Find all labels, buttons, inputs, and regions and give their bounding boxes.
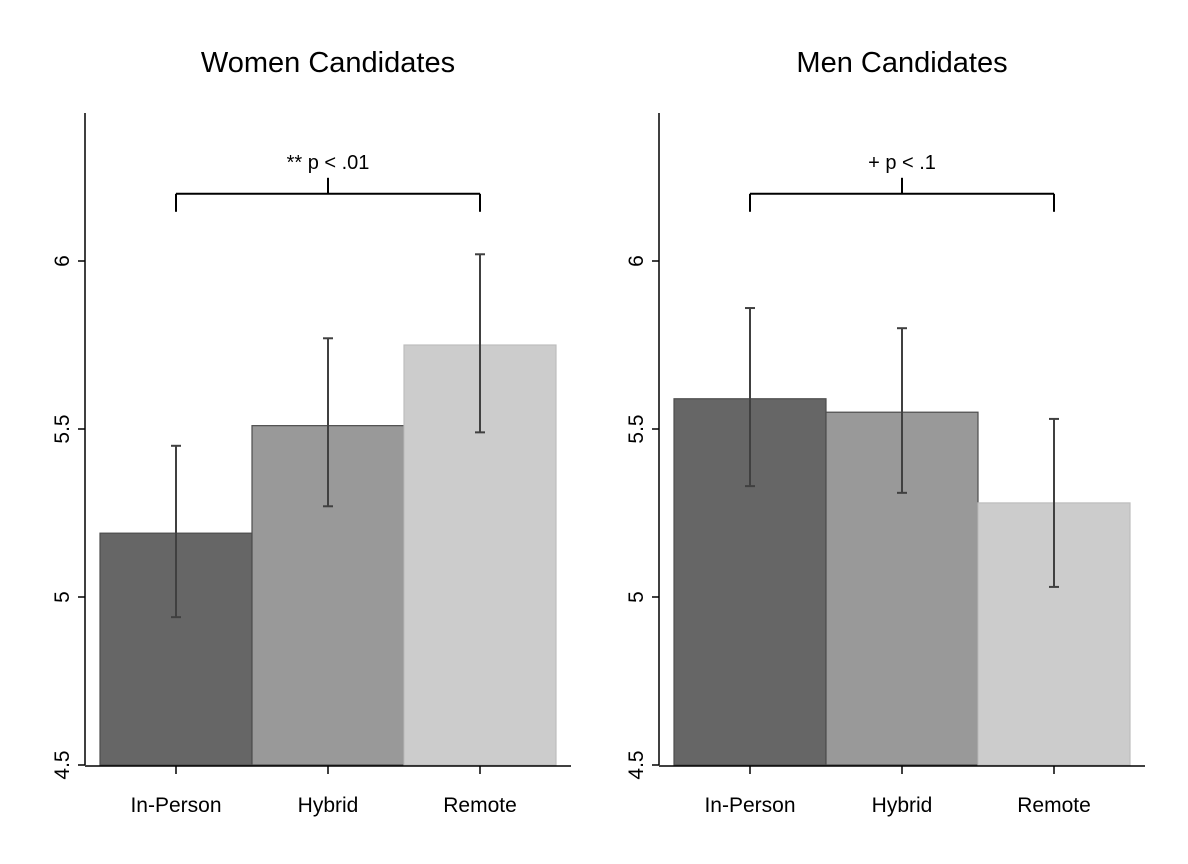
x-tick-label: In-Person — [704, 794, 795, 817]
significance-label: ** p < .01 — [287, 152, 370, 174]
y-tick-label: 5 — [625, 591, 648, 603]
x-tick-label: Hybrid — [298, 794, 359, 817]
y-tick-label: 4.5 — [51, 750, 74, 779]
y-tick-label: 6 — [51, 255, 74, 267]
y-tick-label: 5.5 — [625, 414, 648, 443]
significance-bracket — [749, 177, 1055, 212]
error-bar — [1049, 417, 1059, 588]
panel-men-candidates: Men Candidates 4.5 5 5.5 6 In-Person Hybrid Re… — [625, 47, 1145, 817]
x-tick-label: In-Person — [130, 794, 221, 817]
y-tick-label: 5 — [51, 591, 74, 603]
panel-title: Men Candidates — [796, 47, 1007, 79]
error-bar — [897, 327, 907, 494]
y-tick-label: 6 — [625, 255, 648, 267]
error-bar — [323, 337, 333, 508]
x-tick-label: Remote — [443, 794, 517, 817]
panel-women-candidates: Women Candidates 4.5 5 5.5 6 In-Person Hybrid… — [51, 47, 571, 817]
error-bar — [475, 253, 485, 434]
y-tick-label: 5.5 — [51, 414, 74, 443]
x-tick-label: Remote — [1017, 794, 1091, 817]
x-tick-label: Hybrid — [872, 794, 933, 817]
error-bar — [171, 444, 181, 619]
panel-title: Women Candidates — [201, 47, 455, 79]
significance-label: + p < .1 — [868, 152, 936, 174]
y-tick-label: 4.5 — [625, 750, 648, 779]
significance-bracket — [175, 177, 481, 212]
error-bar — [745, 307, 755, 488]
